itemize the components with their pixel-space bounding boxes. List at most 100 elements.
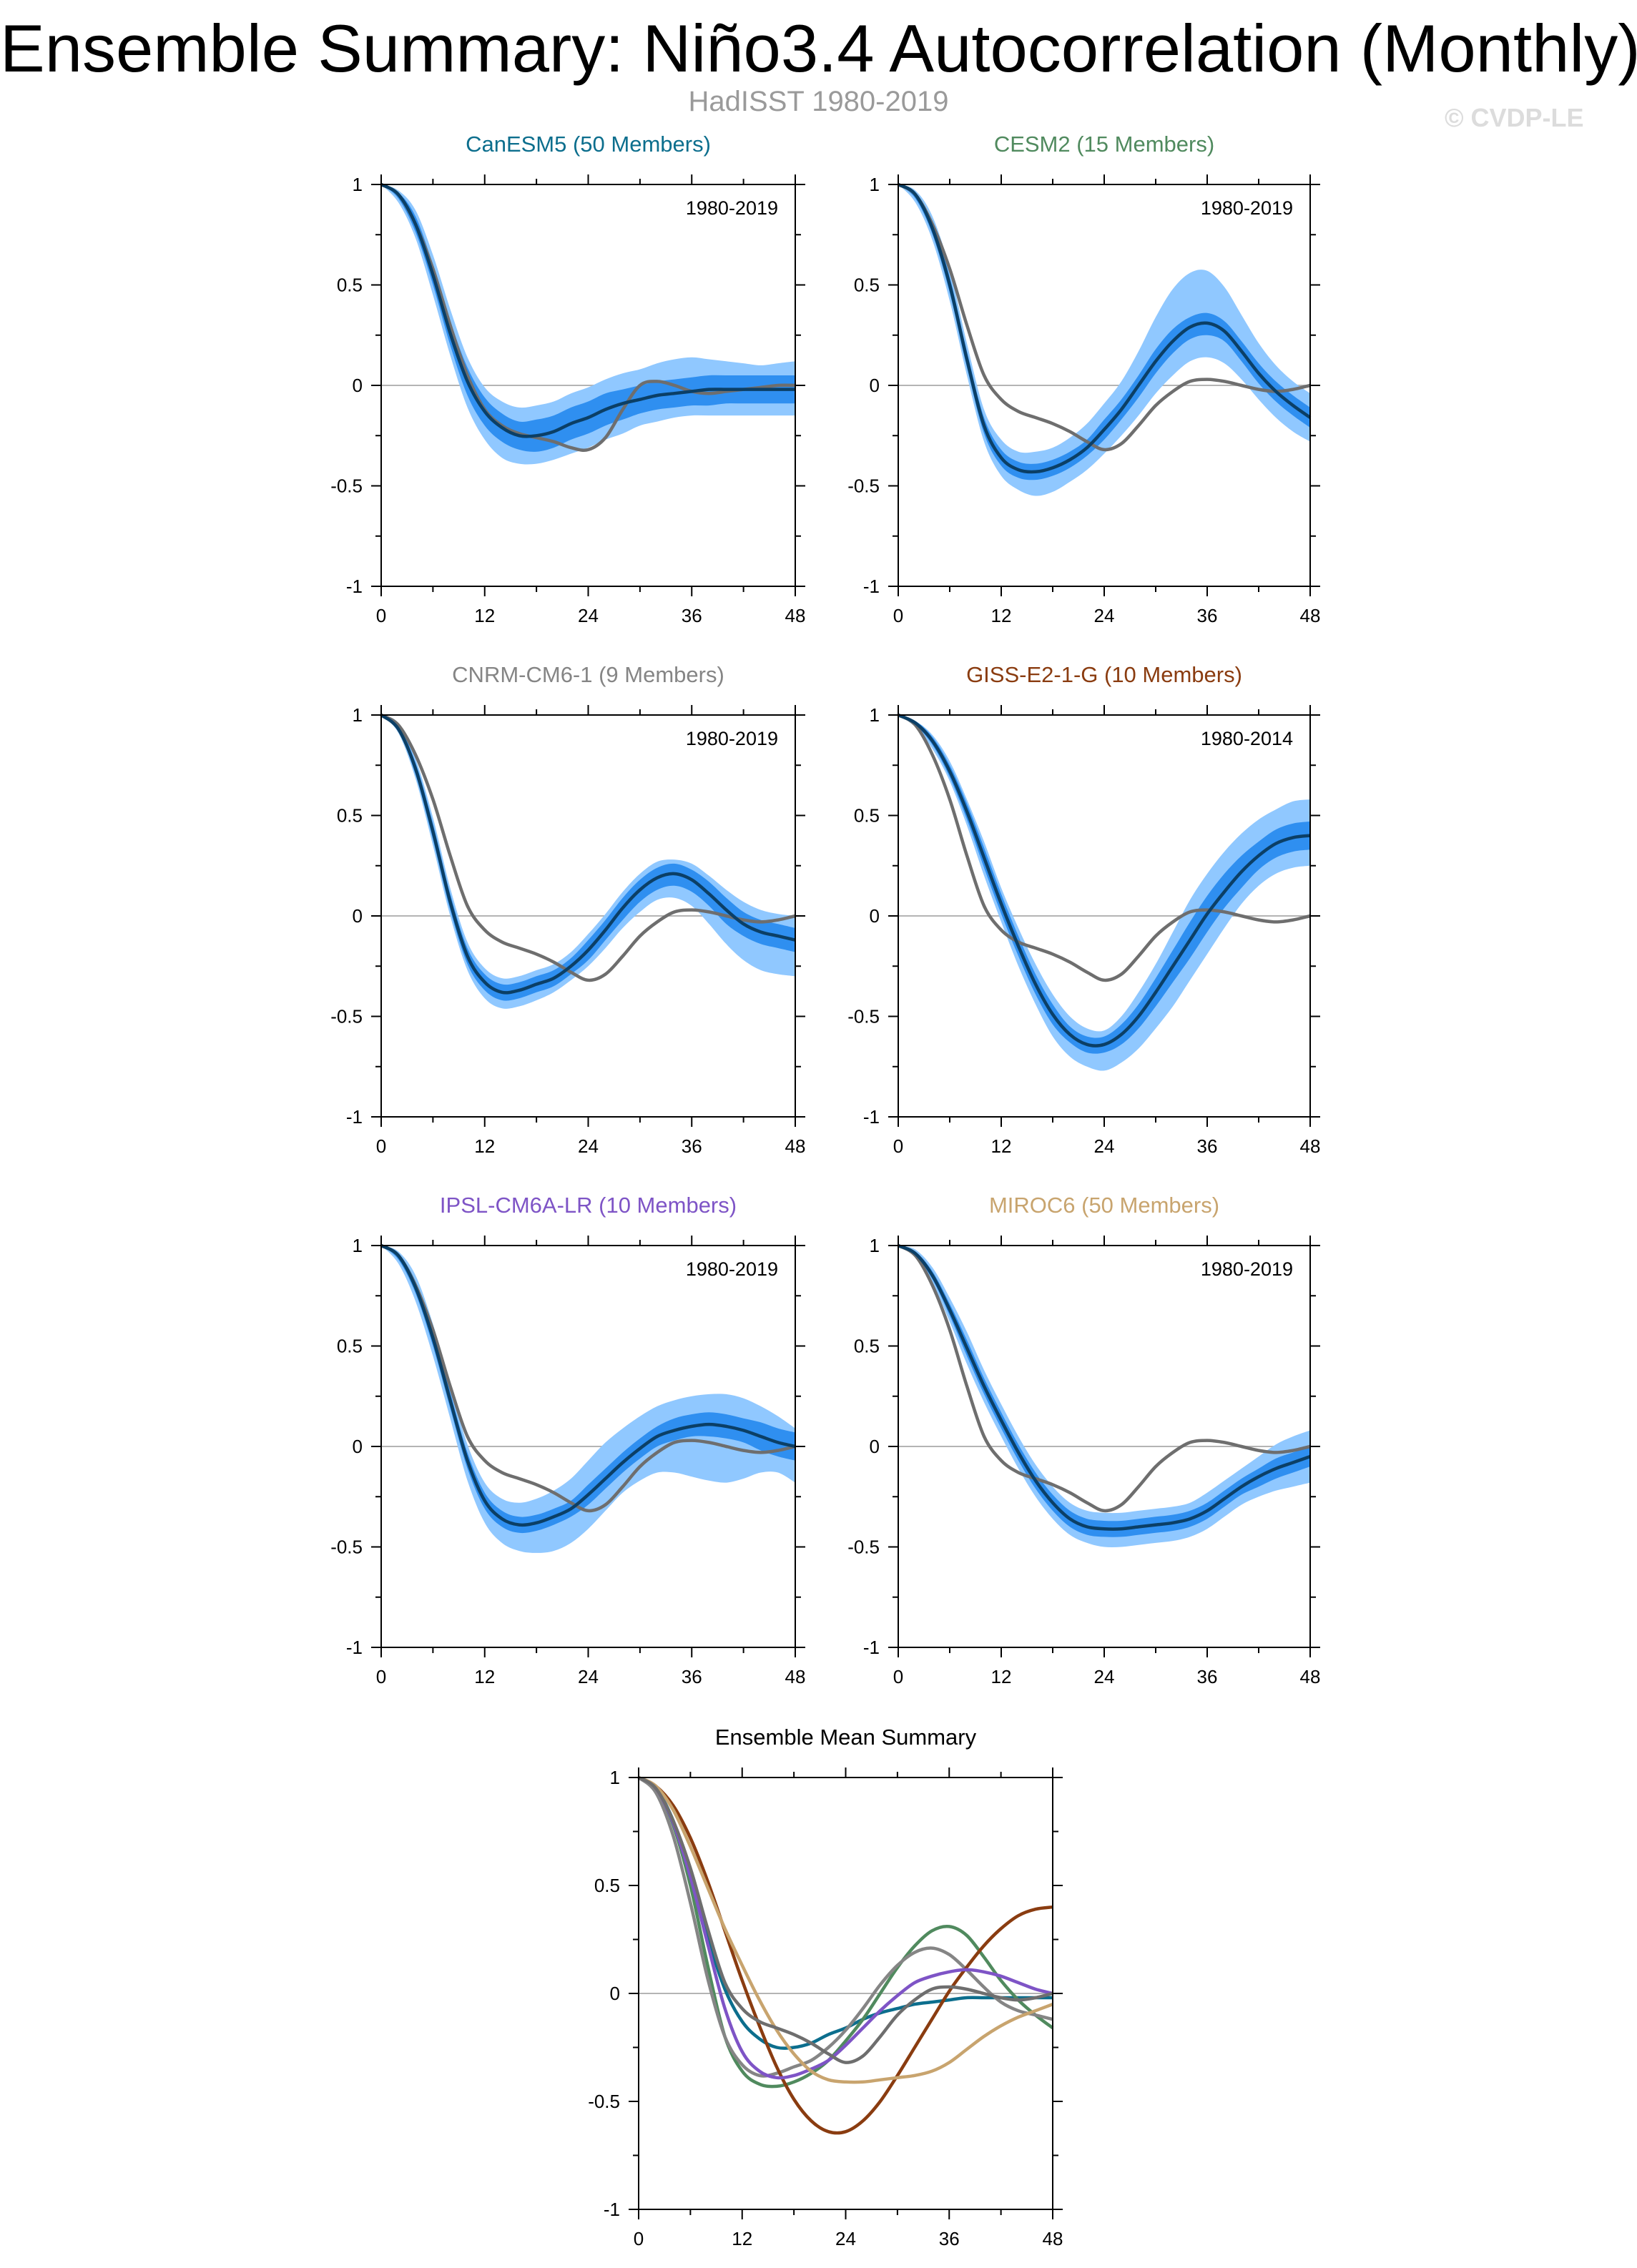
y-tick-label: -0.5	[330, 1537, 363, 1558]
y-tick-label: 1	[353, 1235, 363, 1256]
chart-panel: IPSL-CM6A-LR (10 Members)0 12 24 36 4810.50-…	[330, 1193, 805, 1687]
ensemble-mean-line	[898, 1243, 1311, 1531]
ensemble-mean-line	[380, 714, 796, 995]
y-tick-label: -1	[863, 1637, 880, 1658]
observation-dataset-subtitle: HadISST 1980-2019	[688, 86, 949, 117]
ensemble-mean-line	[380, 1243, 796, 1527]
chart-panel: CanESM5 (50 Members) 0 12 24 36 48 1 0.5 0 -0.5 -1…	[330, 132, 805, 626]
series-line-cnrm-cm6-1	[637, 1776, 1053, 2078]
x-tick-label: 24	[578, 1135, 599, 1157]
y-tick-label: -0.5	[847, 1006, 880, 1027]
x-tick-label: 0	[893, 605, 903, 626]
x-tick-label: 0	[376, 1135, 386, 1157]
y-tick-label: -1	[346, 576, 363, 597]
period-label: 1980-2019	[1201, 197, 1293, 219]
panel-title: Ensemble Mean Summary	[715, 1725, 977, 1750]
y-tick-label: -1	[604, 2199, 620, 2220]
panel-title: IPSL-CM6A-LR (10 Members)	[440, 1193, 737, 1218]
y-tick-label: 0	[353, 1436, 363, 1457]
x-tick-label: 12	[991, 605, 1012, 626]
x-tick-label: 36	[1197, 1666, 1218, 1687]
y-tick-label: -0.5	[847, 475, 880, 497]
x-tick-label: 0	[893, 1666, 903, 1687]
cvdp-watermark: © CVDP-LE	[1445, 103, 1584, 132]
x-tick-label: 36	[682, 605, 702, 626]
series-line-miroc6	[637, 1775, 1053, 2084]
observation-line	[380, 182, 796, 452]
panel-title: CNRM-CM6-1 (9 Members)	[452, 662, 724, 687]
ensemble-range-band	[381, 1246, 795, 1553]
y-tick-label: 0	[353, 375, 363, 396]
x-tick-label: 36	[939, 2228, 960, 2249]
y-tick-label: 0.5	[854, 805, 880, 827]
chart-panel: GISS-E2-1-G (10 Members) 0 12 24 36 48 1 0.5 0 -0…	[847, 662, 1320, 1157]
observation-line	[897, 713, 1311, 982]
x-tick-label: 12	[474, 605, 495, 626]
y-tick-label: -0.5	[847, 1537, 880, 1558]
x-tick-label: 36	[682, 1135, 702, 1157]
observation-line	[897, 1243, 1311, 1513]
x-tick-label: 24	[578, 1666, 599, 1687]
period-label: 1980-2014	[1201, 728, 1293, 749]
x-tick-label: 12	[474, 1135, 495, 1157]
y-tick-label: 1	[870, 174, 880, 195]
y-tick-label: -0.5	[588, 2091, 620, 2112]
x-tick-label: 36	[682, 1666, 702, 1687]
x-tick-label: 48	[1300, 1135, 1321, 1157]
y-tick-label: -1	[346, 1106, 363, 1128]
ensemble-range-band	[381, 715, 795, 1009]
x-tick-label: 0	[634, 2228, 644, 2249]
x-tick-label: 12	[991, 1666, 1012, 1687]
y-tick-label: 1	[870, 1235, 880, 1256]
y-tick-label: 0	[870, 375, 880, 396]
x-tick-label: 36	[1197, 1135, 1218, 1157]
y-tick-label: 0.5	[854, 275, 880, 296]
y-tick-label: 0.5	[854, 1336, 880, 1357]
x-tick-label: 24	[1094, 1135, 1115, 1157]
chart-panel: CESM2 (15 Members) 0 12 24 36 48 1 0.5 0 -0.5 -1 19…	[847, 132, 1320, 626]
x-tick-label: 48	[1300, 605, 1321, 626]
x-tick-label: 36	[1197, 605, 1218, 626]
ensemble-iqr-band	[381, 715, 795, 1001]
chart-panel: CNRM-CM6-1 (9 Members) 0 12 24 36 48 1 0.5 0 -0.5…	[330, 662, 805, 1157]
y-tick-label: -1	[863, 576, 880, 597]
panel-title: GISS-E2-1-G (10 Members)	[966, 662, 1242, 687]
y-tick-label: 1	[610, 1767, 620, 1788]
ensemble-mean-line	[380, 182, 795, 438]
series-line-giss-e2-1-g	[637, 1775, 1053, 2135]
x-tick-label: 24	[578, 605, 599, 626]
series-line-cesm2	[637, 1775, 1054, 2089]
observation-line	[897, 182, 1311, 452]
period-label: 1980-2019	[686, 1258, 778, 1280]
y-tick-label: 0	[353, 905, 363, 927]
chart-panel: Ensemble Mean Summary 0 12 24 36 48 1 0.5 0 -0.5 -…	[588, 1725, 1063, 2249]
x-tick-label: 48	[1300, 1666, 1321, 1687]
x-tick-label: 12	[474, 1666, 495, 1687]
x-tick-label: 24	[835, 2228, 856, 2249]
period-label: 1980-2019	[1201, 1258, 1293, 1280]
x-tick-label: 48	[1043, 2228, 1063, 2249]
y-tick-label: 0.5	[594, 1875, 620, 1896]
period-label: 1980-2019	[686, 197, 778, 219]
y-tick-label: -0.5	[330, 475, 363, 497]
ensemble-mean-line	[897, 182, 1312, 474]
observation-line	[380, 713, 796, 982]
panel-title: CanESM5 (50 Members)	[466, 132, 711, 157]
y-tick-label: 0.5	[337, 275, 363, 296]
x-tick-label: 0	[893, 1135, 903, 1157]
y-tick-label: 1	[870, 704, 880, 726]
ensemble-iqr-band	[381, 184, 795, 452]
main-title: Ensemble Summary: Niño3.4 Autocorrelatio…	[0, 11, 1637, 86]
y-tick-label: 0	[870, 905, 880, 927]
x-tick-label: 24	[1094, 1666, 1115, 1687]
x-tick-label: 48	[785, 1135, 806, 1157]
y-tick-label: 0.5	[337, 1336, 363, 1357]
x-tick-label: 0	[376, 605, 386, 626]
x-tick-label: 48	[785, 605, 806, 626]
y-tick-label: -0.5	[330, 1006, 363, 1027]
panel-title: MIROC6 (50 Members)	[989, 1193, 1219, 1218]
observation-line	[380, 1243, 796, 1513]
ensemble-range-band	[898, 715, 1310, 1071]
series-line-hadisst	[637, 1776, 1053, 2064]
